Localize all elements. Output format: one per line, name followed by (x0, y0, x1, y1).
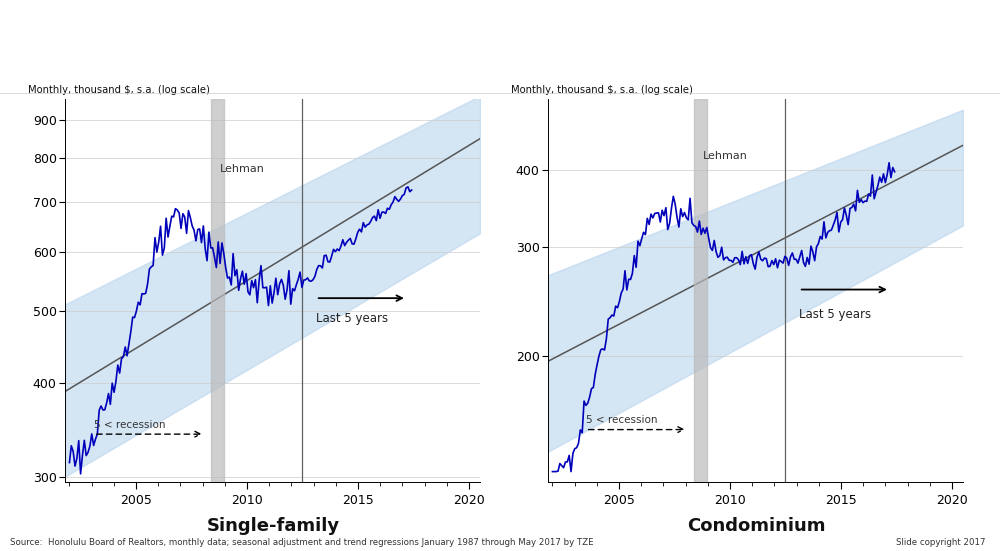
Text: Lehman: Lehman (220, 164, 265, 174)
Text: Monthly, thousand $, s.a. (log scale): Monthly, thousand $, s.a. (log scale) (28, 85, 210, 95)
Text: Last 5 years: Last 5 years (799, 308, 871, 321)
Text: 5 < recession: 5 < recession (94, 420, 165, 430)
Text: Condominium: Condominium (687, 517, 825, 535)
Text: Marked contrast between home price appreciation dynamics in the: Marked contrast between home price appre… (145, 29, 855, 48)
Text: last five years from the five years before the Great Recession: last five years from the five years befo… (173, 67, 827, 85)
Text: 5 < recession: 5 < recession (586, 415, 657, 425)
Text: Single-family: Single-family (206, 517, 340, 535)
Text: Slide copyright 2017: Slide copyright 2017 (896, 538, 985, 547)
Text: Last 5 years: Last 5 years (316, 312, 388, 325)
Bar (694, 99, 707, 482)
Bar (211, 99, 224, 482)
Text: Lehman: Lehman (703, 151, 748, 161)
Text: Monthly, thousand $, s.a. (log scale): Monthly, thousand $, s.a. (log scale) (511, 85, 693, 95)
Text: Source:  Honolulu Board of Realtors, monthly data; seasonal adjustment and trend: Source: Honolulu Board of Realtors, mont… (10, 538, 594, 547)
